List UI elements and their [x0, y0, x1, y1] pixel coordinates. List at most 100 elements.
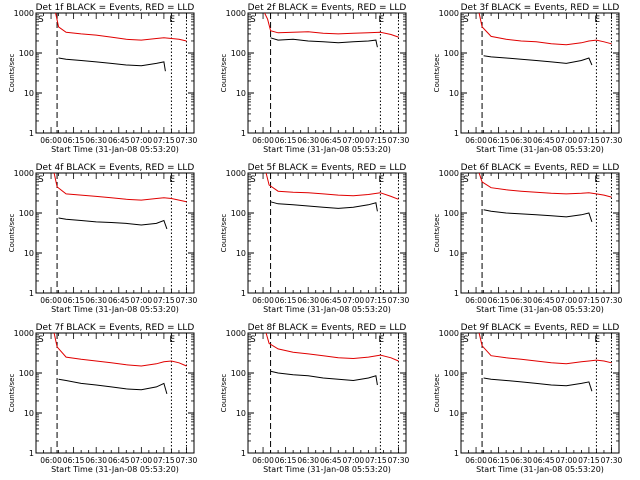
y-tick-label: 1	[454, 449, 459, 458]
series-events	[483, 209, 593, 223]
y-tick-label: 100	[444, 49, 459, 58]
end-marker: E	[169, 15, 175, 25]
x-tick-label: 06:00	[252, 136, 274, 145]
x-axis-label: Start Time (31-Jan-08 05:53:20)	[476, 305, 604, 314]
panel-4: Det 4f BLACK = Events, RED = LLD 1 10 100 10…	[8, 163, 198, 314]
x-tick-label: 07:30	[176, 456, 198, 465]
x-tick-label: 07:15	[578, 136, 600, 145]
end-marker: E	[169, 335, 175, 345]
x-tick-label: 07:15	[365, 136, 387, 145]
start-marker: S	[463, 175, 469, 185]
x-tick-label: 07:15	[578, 456, 600, 465]
y-tick-label: 1	[241, 129, 246, 138]
panel-8: Det 8f BLACK = Events, RED = LLD 1 10 100 10…	[220, 323, 410, 474]
x-tick-label: 06:45	[108, 136, 130, 145]
x-tick-label: 06:30	[510, 456, 532, 465]
start-marker: S	[38, 335, 44, 345]
x-tick-label: 07:15	[578, 296, 600, 305]
x-tick-label: 06:00	[465, 136, 487, 145]
panel-2: Det 2f BLACK = Events, RED = LLD 1 10 100 10…	[220, 3, 410, 154]
y-axis-label: Counts/sec	[433, 374, 441, 413]
y-tick-label: 10	[449, 89, 459, 98]
plot-frame	[247, 172, 407, 294]
x-tick-label: 07:30	[601, 296, 623, 305]
x-axis-label: Start Time (31-Jan-08 05:53:20)	[263, 305, 391, 314]
x-tick-label: 06:00	[40, 296, 62, 305]
series-events	[483, 377, 593, 392]
y-tick-label: 100	[444, 209, 459, 218]
x-tick-label: 07:15	[153, 136, 175, 145]
start-marker: S	[463, 335, 469, 345]
x-tick-label: 06:30	[297, 296, 319, 305]
end-marker: E	[594, 335, 600, 345]
x-tick-label: 06:45	[320, 136, 342, 145]
x-tick-label: 07:00	[131, 456, 153, 465]
y-tick-label: 1000	[14, 169, 34, 178]
y-axis-label: Counts/sec	[220, 374, 228, 413]
x-tick-label: 06:45	[533, 136, 555, 145]
panel-title: Det 6f BLACK = Events, RED = LLD	[461, 163, 620, 173]
y-axis-label: Counts/sec	[433, 54, 441, 93]
x-tick-label: 06:15	[275, 136, 297, 145]
x-tick-label: 06:30	[297, 136, 319, 145]
y-tick-label: 1	[29, 129, 34, 138]
start-marker: S	[38, 175, 44, 185]
x-tick-label: 07:15	[365, 296, 387, 305]
x-tick-label: 07:15	[153, 456, 175, 465]
y-tick-label: 10	[24, 409, 34, 418]
panel-7: Det 7f BLACK = Events, RED = LLD 1 10 100 10…	[8, 323, 198, 474]
x-tick-label: 06:00	[252, 296, 274, 305]
x-tick-label: 06:30	[85, 296, 107, 305]
x-tick-label: 07:30	[388, 136, 410, 145]
x-axis-label: Start Time (31-Jan-08 05:53:20)	[51, 465, 179, 474]
y-axis-label: Counts/sec	[8, 374, 16, 413]
panel-title: Det 8f BLACK = Events, RED = LLD	[248, 323, 407, 333]
y-tick-label: 1000	[226, 169, 246, 178]
y-tick-label: 1000	[14, 9, 34, 18]
x-tick-label: 06:45	[320, 456, 342, 465]
y-tick-label: 1000	[439, 329, 459, 338]
x-tick-label: 06:15	[488, 456, 510, 465]
start-marker: S	[250, 175, 256, 185]
y-tick-label: 1	[454, 129, 459, 138]
y-tick-label: 100	[231, 369, 246, 378]
series-events	[270, 37, 378, 48]
x-tick-label: 07:00	[131, 136, 153, 145]
plot-frame	[460, 12, 620, 134]
x-tick-label: 07:30	[601, 456, 623, 465]
x-axis-label: Start Time (31-Jan-08 05:53:20)	[263, 465, 391, 474]
x-tick-label: 06:15	[275, 296, 297, 305]
x-tick-label: 06:00	[40, 136, 62, 145]
x-tick-label: 06:15	[275, 456, 297, 465]
panel-9: Det 9f BLACK = Events, RED = LLD 1 10 100 10…	[433, 323, 623, 474]
y-tick-label: 1000	[226, 9, 246, 18]
series-lld	[53, 173, 187, 203]
panel-6: Det 6f BLACK = Events, RED = LLD 1 10 100 10…	[433, 163, 623, 314]
series-events	[270, 370, 378, 386]
x-tick-label: 07:15	[153, 296, 175, 305]
y-tick-label: 10	[24, 89, 34, 98]
series-lld	[478, 333, 612, 365]
panel-title: Det 3f BLACK = Events, RED = LLD	[461, 3, 620, 13]
y-tick-label: 100	[19, 209, 34, 218]
y-axis-label: Counts/sec	[433, 214, 441, 253]
y-axis-label: Counts/sec	[220, 54, 228, 93]
end-marker: E	[378, 335, 384, 345]
x-tick-label: 06:30	[297, 456, 319, 465]
x-tick-label: 07:30	[388, 296, 410, 305]
y-axis-label: Counts/sec	[8, 214, 16, 253]
plot-frame	[35, 12, 195, 134]
end-marker: E	[594, 175, 600, 185]
y-tick-label: 1000	[226, 329, 246, 338]
panel-title: Det 4f BLACK = Events, RED = LLD	[36, 163, 195, 173]
x-tick-label: 06:30	[85, 456, 107, 465]
x-tick-label: 07:00	[343, 296, 365, 305]
x-axis-label: Start Time (31-Jan-08 05:53:20)	[263, 145, 391, 154]
series-lld	[478, 173, 612, 198]
plot-frame	[35, 172, 195, 294]
y-tick-label: 1	[29, 449, 34, 458]
x-tick-label: 06:15	[488, 136, 510, 145]
y-tick-label: 1	[454, 289, 459, 298]
y-tick-label: 100	[444, 369, 459, 378]
